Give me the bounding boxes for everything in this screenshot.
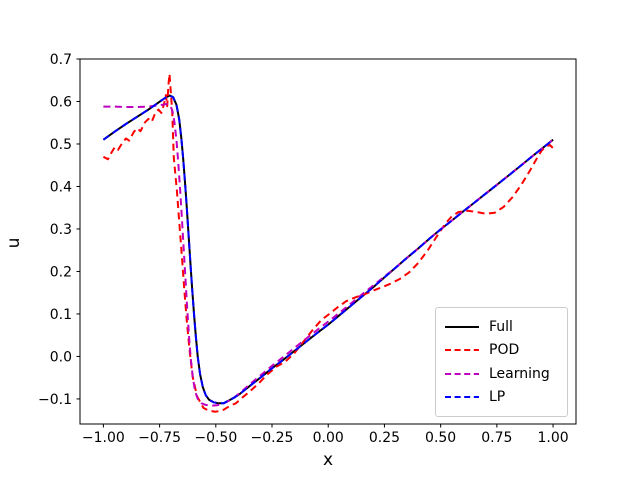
x-tick-label: −0.25	[251, 430, 294, 446]
legend-label-learning: Learning	[489, 365, 550, 382]
y-tick-label: 0.6	[50, 94, 72, 110]
x-tick-label: −0.50	[194, 430, 237, 446]
legend-entry-learning: Learning	[444, 362, 567, 386]
y-tick-label: 0.5	[50, 137, 72, 153]
y-tick-label: 0.0	[50, 349, 72, 365]
legend-line-sample-learning	[445, 372, 479, 375]
legend-entry-lp: LP	[444, 386, 567, 410]
x-tick-label: 0.75	[481, 430, 512, 446]
y-tick-label: 0.4	[50, 179, 72, 195]
legend-line-sample-lp	[445, 396, 479, 399]
series-Learning	[103, 103, 554, 407]
legend-line-sample-pod	[445, 349, 479, 352]
y-tick-label: 0.7	[50, 52, 72, 68]
x-axis-label: x	[322, 450, 334, 470]
series-POD	[102, 72, 554, 413]
x-tick-label: 0.25	[369, 430, 400, 446]
legend-entry-full: Full	[444, 315, 567, 339]
legend-label-lp: LP	[489, 389, 506, 406]
x-tick-label: −0.75	[138, 430, 181, 446]
y-tick-label: −0.1	[38, 392, 72, 408]
x-tick-label: −1.00	[82, 430, 125, 446]
legend-label-pod: POD	[489, 342, 520, 359]
legend-line-sample-full	[445, 325, 479, 328]
y-tick-label: 0.3	[50, 222, 72, 238]
legend: Full POD Learning LP	[435, 307, 568, 417]
y-tick-label: 0.1	[50, 307, 72, 323]
y-axis-label: u	[4, 237, 24, 249]
x-tick-label: 0.00	[313, 430, 344, 446]
x-tick-label: 1.00	[537, 430, 568, 446]
legend-entry-pod: POD	[444, 339, 567, 363]
x-tick-label: 0.50	[425, 430, 456, 446]
y-tick-label: 0.2	[50, 264, 72, 280]
legend-label-full: Full	[489, 318, 513, 335]
series-LP	[102, 94, 554, 405]
